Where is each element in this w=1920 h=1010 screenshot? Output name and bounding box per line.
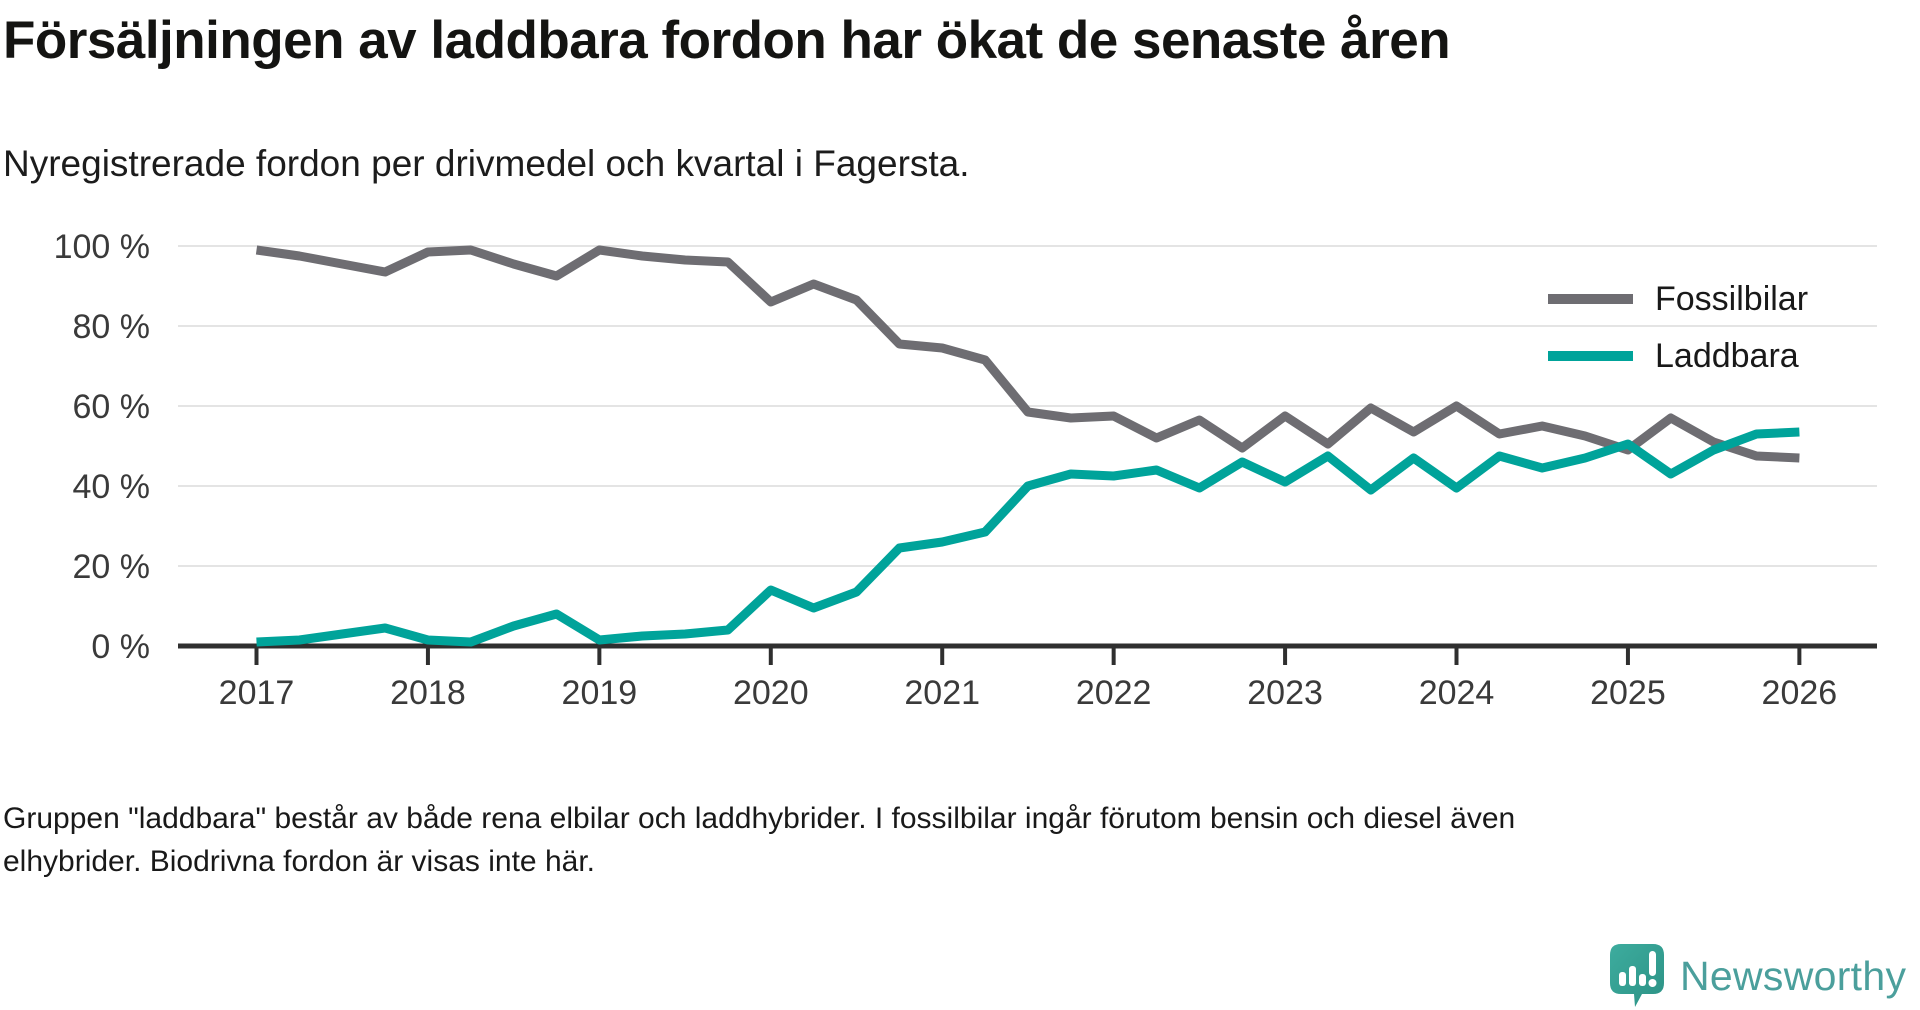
series-line-fossilbilar bbox=[255, 245, 1800, 463]
brand-name: Newsworthy bbox=[1680, 952, 1907, 999]
brand: Newsworthy bbox=[1608, 942, 1906, 1010]
x-axis-tick-label: 2025 bbox=[1590, 674, 1666, 712]
x-axis-tick-label: 2017 bbox=[219, 674, 295, 712]
y-axis-tick-label: 60 % bbox=[73, 388, 151, 426]
legend-label-fossilbilar: Fossilbilar bbox=[1655, 279, 1809, 318]
series-line-laddbara bbox=[256, 427, 1800, 647]
footnote-line-1: Gruppen "laddbara" består av både rena e… bbox=[3, 802, 1516, 835]
chart-subtitle: Nyregistrerade fordon per drivmedel och … bbox=[3, 143, 970, 184]
page-title: Försäljningen av laddbara fordon har öka… bbox=[3, 11, 1451, 70]
legend-item-laddbara: Laddbara bbox=[1548, 336, 1817, 376]
chart-legend: Fossilbilar Laddbara bbox=[1548, 279, 1817, 393]
x-axis-tick-label: 2026 bbox=[1762, 674, 1838, 712]
legend-label-laddbara: Laddbara bbox=[1655, 336, 1799, 375]
y-axis-tick-label: 0 % bbox=[91, 628, 150, 666]
x-axis-tick-label: 2021 bbox=[904, 674, 980, 712]
laddbara-line-swatch bbox=[1548, 351, 1633, 361]
x-axis-tick-label: 2022 bbox=[1076, 674, 1152, 712]
footnote-line-2: elhybrider. Biodrivna fordon är visas in… bbox=[3, 845, 595, 878]
x-axis-tick-label: 2020 bbox=[733, 674, 809, 712]
newsworthy-logo-icon bbox=[1610, 944, 1664, 1007]
x-axis-tick-label: 2019 bbox=[562, 674, 638, 712]
y-axis-tick-label: 20 % bbox=[73, 548, 151, 586]
x-axis-tick-label: 2024 bbox=[1419, 674, 1495, 712]
legend-item-fossilbilar: Fossilbilar bbox=[1548, 279, 1817, 319]
x-axis-tick-label: 2018 bbox=[390, 674, 466, 712]
chart-canvas: 0 % 20 % 40 % 60 % 80 % 100 % 2017 2018 2019 2020… bbox=[54, 228, 1877, 712]
y-axis-tick-label: 100 % bbox=[54, 228, 150, 266]
y-axis-tick-label: 80 % bbox=[73, 308, 151, 346]
fossilbilar-line-swatch bbox=[1548, 294, 1633, 304]
y-axis-tick-label: 40 % bbox=[73, 468, 151, 506]
chart-footnote: Gruppen "laddbara" består av både rena e… bbox=[3, 797, 1515, 883]
x-axis-tick-label: 2023 bbox=[1247, 674, 1323, 712]
